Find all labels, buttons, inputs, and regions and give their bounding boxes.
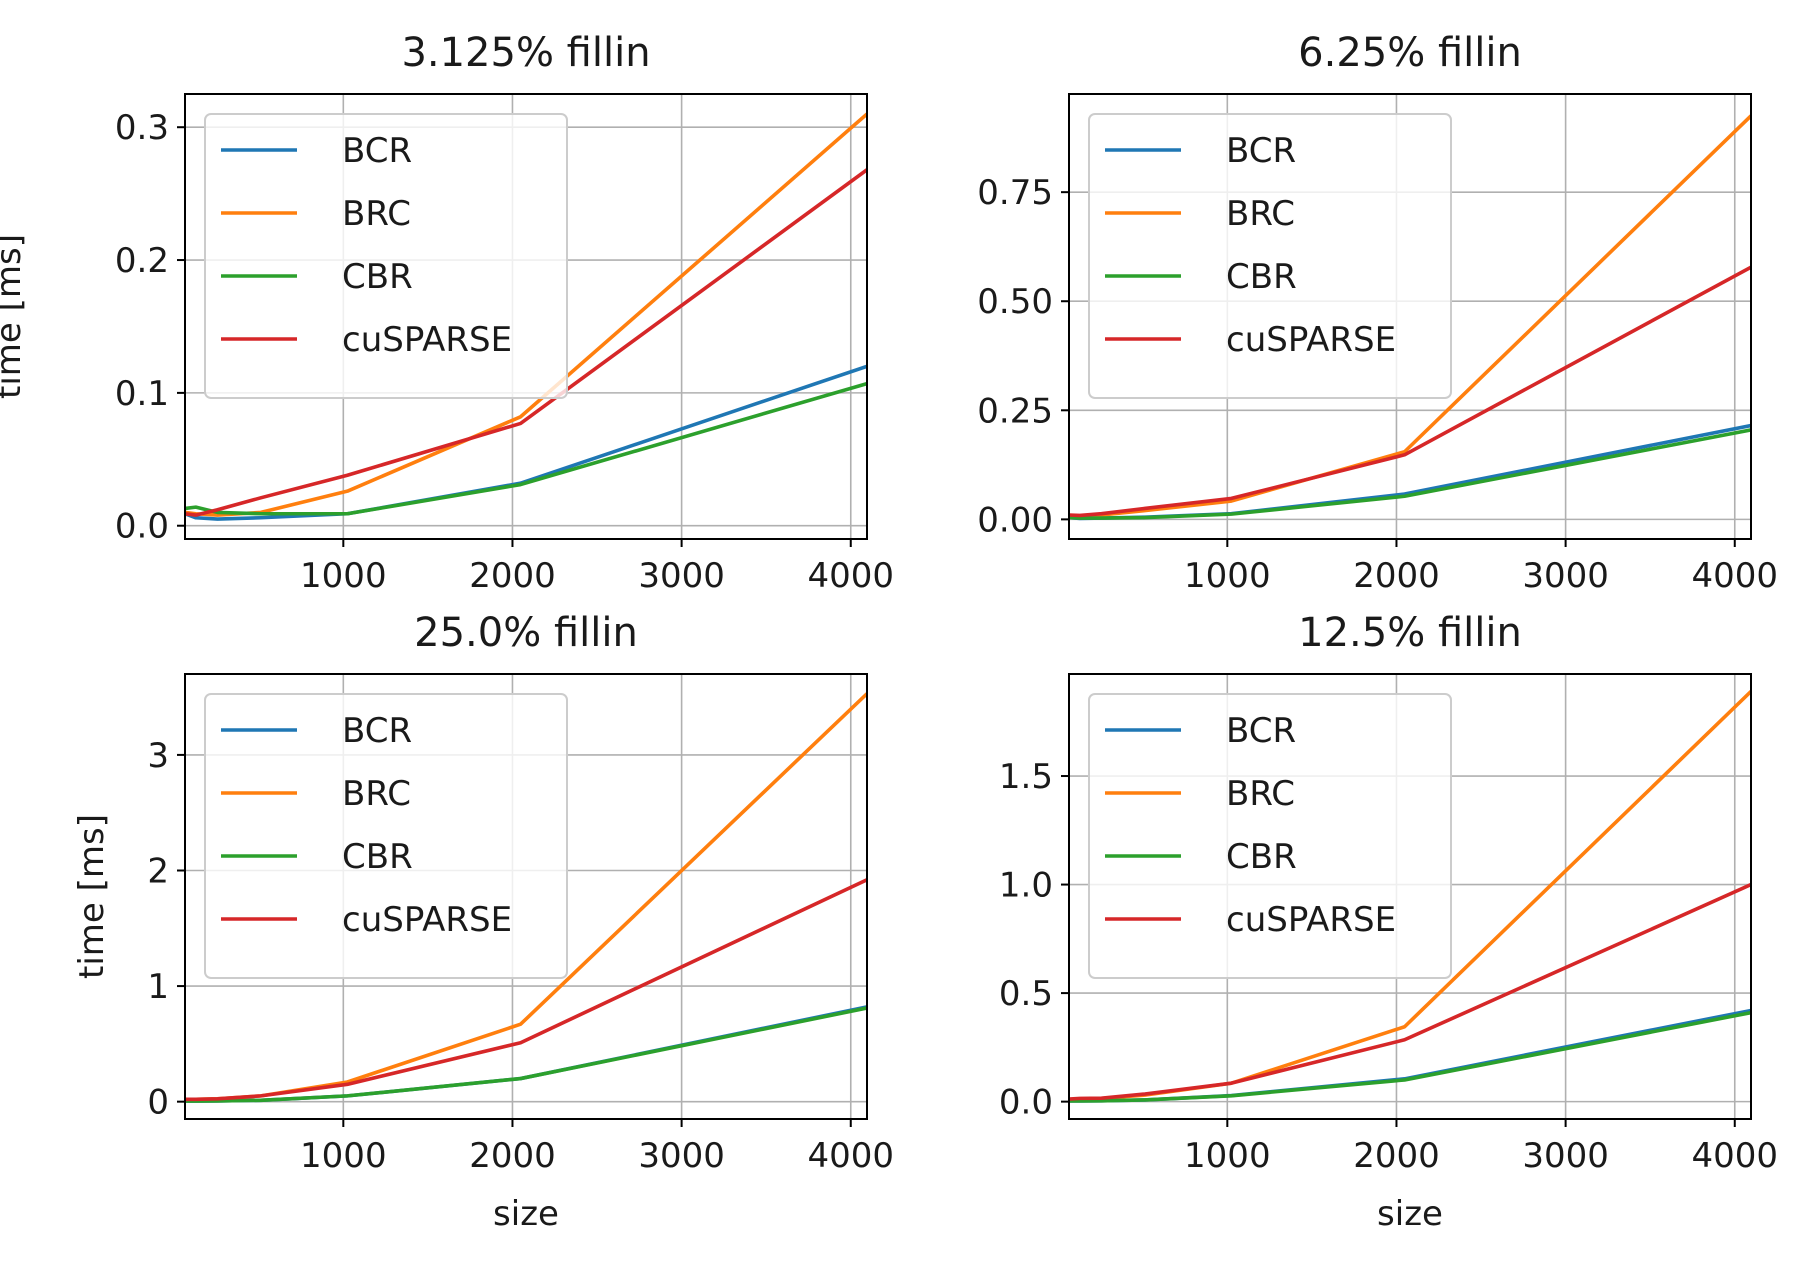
chart-3-y-tick-label: 1 bbox=[147, 967, 169, 1007]
chart-2-title: 6.25% fillin bbox=[1298, 30, 1522, 76]
chart-4-y-tick-label: 0.5 bbox=[999, 974, 1053, 1014]
chart-4-series-cbr-line bbox=[1069, 1010, 1751, 1103]
chart-4-x-tick-label: 1000 bbox=[1184, 1136, 1271, 1176]
chart-1-series-cbr-line bbox=[185, 381, 867, 516]
chart-4-title: 12.5% fillin bbox=[1298, 610, 1522, 656]
chart-2-y-tick-label: 0.25 bbox=[977, 391, 1053, 431]
chart-4-series-bcr-line bbox=[1069, 1008, 1751, 1103]
chart-1-x-tick-label: 4000 bbox=[807, 556, 894, 596]
chart-3-y-axis-label: time [ms] bbox=[72, 814, 112, 979]
chart-3-axes-frame bbox=[184, 673, 868, 1120]
chart-2-x-tick-label: 4000 bbox=[1691, 556, 1778, 596]
chart-2-legend-label-brc: BRC bbox=[1226, 194, 1295, 234]
chart-3-x-tick-label: 1000 bbox=[300, 1136, 387, 1176]
chart-3-y-tick-label: 0 bbox=[147, 1083, 169, 1123]
chart-4-legend-label-cbr: CBR bbox=[1226, 837, 1297, 877]
chart-2-y-tick-label: 0.00 bbox=[977, 500, 1053, 540]
chart-4-legend: BCR BRC CBR cuSPARSE bbox=[1088, 693, 1452, 979]
chart-3-legend: BCR BRC CBR cuSPARSE bbox=[204, 693, 568, 979]
chart-4-y-tick-label: 1.5 bbox=[999, 757, 1053, 797]
chart-2-axes-frame bbox=[1068, 93, 1752, 540]
chart-2-legend-label-bcr: BCR bbox=[1226, 131, 1296, 171]
chart-2-x-tick-label: 3000 bbox=[1522, 556, 1609, 596]
chart-3-panel: 1000 2000 3000 4000 0 1 2 3 25.0% fillin size time… bbox=[72, 610, 894, 1234]
chart-1-x-tick-label: 3000 bbox=[638, 556, 725, 596]
chart-2-legend: BCR BRC CBR cuSPARSE bbox=[1088, 113, 1452, 399]
chart-1-legend-box bbox=[204, 113, 568, 399]
chart-1-x-tick-label: 2000 bbox=[469, 556, 556, 596]
chart-2-panel: 1000 2000 3000 4000 0.00 0.25 0.50 0.75 6.25% fi… bbox=[977, 30, 1778, 596]
chart-1-title: 3.125% fillin bbox=[401, 30, 650, 76]
chart-3-legend-box bbox=[204, 693, 568, 979]
chart-1-y-tick-label: 0.2 bbox=[115, 241, 169, 281]
chart-3-x-tick-label: 4000 bbox=[807, 1136, 894, 1176]
chart-3-legend-label-cbr: CBR bbox=[342, 837, 413, 877]
chart-2-series-cbr-line bbox=[1069, 428, 1751, 520]
chart-3-y-tick-label: 2 bbox=[147, 851, 169, 891]
chart-2-x-tick-label: 2000 bbox=[1353, 556, 1440, 596]
chart-1-legend-label-brc: BRC bbox=[342, 194, 411, 234]
chart-1-y-tick-label: 0.3 bbox=[115, 108, 169, 148]
chart-4-legend-box bbox=[1088, 693, 1452, 979]
chart-1-y-tick-label: 0.1 bbox=[115, 374, 169, 414]
chart-3-y-tick-label: 3 bbox=[147, 736, 169, 776]
chart-2-legend-label-cbr: CBR bbox=[1226, 257, 1297, 297]
chart-4-x-tick-label: 4000 bbox=[1691, 1136, 1778, 1176]
chart-2-legend-label-cusparse: cuSPARSE bbox=[1226, 320, 1396, 360]
chart-3-series-cbr-line bbox=[185, 1006, 867, 1103]
chart-2-legend-box bbox=[1088, 113, 1452, 399]
chart-4-legend-label-bcr: BCR bbox=[1226, 711, 1296, 751]
chart-4-series-cusparse-line bbox=[1069, 882, 1751, 1101]
chart-1-x-tick-label: 1000 bbox=[300, 556, 387, 596]
chart-4-x-tick-label: 2000 bbox=[1353, 1136, 1440, 1176]
chart-4-x-tick-label: 3000 bbox=[1522, 1136, 1609, 1176]
chart-1-series-cusparse-line bbox=[185, 168, 867, 517]
chart-2-series-cusparse-line bbox=[1069, 265, 1751, 518]
chart-1-legend-label-cusparse: cuSPARSE bbox=[342, 320, 512, 360]
chart-1-legend-label-bcr: BCR bbox=[342, 131, 412, 171]
chart-3-legend-label-brc: BRC bbox=[342, 774, 411, 814]
chart-3-x-tick-label: 2000 bbox=[469, 1136, 556, 1176]
chart-4-legend-label-cusparse: cuSPARSE bbox=[1226, 900, 1396, 940]
chart-2-y-tick-label: 0.50 bbox=[977, 282, 1053, 322]
chart-1-panel: 1000 2000 3000 4000 0.0 0.1 0.2 0.3 3.125% filli… bbox=[0, 30, 894, 596]
chart-1-axes-frame bbox=[184, 93, 868, 540]
chart-1-y-tick-label: 0.0 bbox=[115, 507, 169, 547]
chart-4-legend-label-brc: BRC bbox=[1226, 774, 1295, 814]
chart-3-series-cusparse-line bbox=[185, 878, 867, 1102]
chart-3-x-tick-label: 3000 bbox=[638, 1136, 725, 1176]
chart-3-x-axis-label: size bbox=[493, 1194, 559, 1234]
chart-4-y-tick-label: 1.0 bbox=[999, 866, 1053, 906]
chart-2-x-tick-label: 1000 bbox=[1184, 556, 1271, 596]
chart-3-legend-label-bcr: BCR bbox=[342, 711, 412, 751]
chart-1-legend-label-cbr: CBR bbox=[342, 257, 413, 297]
chart-1-y-axis-label: time [ms] bbox=[0, 234, 29, 399]
chart-1-legend: BCR BRC CBR cuSPARSE bbox=[204, 113, 568, 399]
chart-4-axes-frame bbox=[1068, 673, 1752, 1120]
chart-3-legend-label-cusparse: cuSPARSE bbox=[342, 900, 512, 940]
chart-4-x-axis-label: size bbox=[1377, 1194, 1443, 1234]
chart-3-title: 25.0% fillin bbox=[414, 610, 638, 656]
chart-4-y-tick-label: 0.0 bbox=[999, 1083, 1053, 1123]
chart-4-panel: 1000 2000 3000 4000 0.0 0.5 1.0 1.5 12.5% fillin… bbox=[999, 610, 1778, 1234]
chart-2-y-tick-label: 0.75 bbox=[977, 173, 1053, 213]
